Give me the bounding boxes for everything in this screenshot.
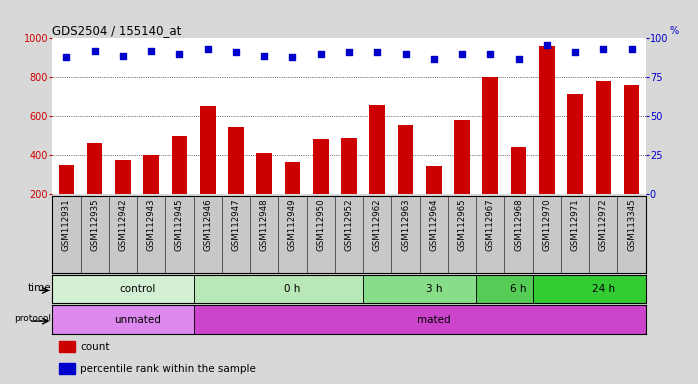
Point [541, 41, 552, 48]
Bar [172, 136, 187, 194]
Point [117, 53, 128, 59]
Point [400, 51, 411, 57]
Text: GSM112971: GSM112971 [570, 198, 579, 251]
Bar [313, 139, 329, 194]
Text: count: count [80, 341, 110, 352]
Text: GSM112965: GSM112965 [457, 198, 466, 251]
Point [287, 54, 298, 60]
Bar [200, 106, 216, 194]
Bar [59, 165, 74, 194]
Text: GDS2504 / 155140_at: GDS2504 / 155140_at [52, 24, 181, 37]
Point [626, 46, 637, 52]
Text: GSM112967: GSM112967 [486, 198, 495, 251]
Text: GSM112945: GSM112945 [175, 198, 184, 251]
Text: GSM112968: GSM112968 [514, 198, 523, 251]
Point [89, 48, 101, 54]
Text: GSM112943: GSM112943 [147, 198, 156, 251]
Point [61, 54, 72, 60]
Text: 0 h: 0 h [284, 284, 301, 294]
Text: protocol: protocol [14, 314, 52, 323]
Text: control: control [119, 284, 155, 294]
Bar [59, 363, 75, 374]
Bar [115, 160, 131, 194]
Text: GSM112963: GSM112963 [401, 198, 410, 251]
Bar [595, 81, 611, 194]
Bar [426, 166, 442, 194]
Bar [341, 137, 357, 194]
Bar [567, 94, 583, 194]
Text: percentile rank within the sample: percentile rank within the sample [80, 364, 256, 374]
Point [513, 56, 524, 62]
Text: GSM112948: GSM112948 [260, 198, 269, 251]
Bar [144, 155, 159, 194]
Text: GSM112931: GSM112931 [62, 198, 71, 251]
Text: unmated: unmated [114, 314, 161, 325]
Bar [511, 147, 526, 194]
Point [230, 49, 242, 55]
Point [484, 51, 496, 57]
Text: 6 h: 6 h [510, 284, 527, 294]
Text: GSM112947: GSM112947 [232, 198, 241, 251]
Bar [454, 120, 470, 194]
Point [146, 48, 157, 54]
Text: GSM112949: GSM112949 [288, 198, 297, 251]
Point [315, 51, 327, 57]
Text: time: time [28, 283, 52, 293]
Text: GSM112935: GSM112935 [90, 198, 99, 251]
Text: GSM112950: GSM112950 [316, 198, 325, 251]
Text: GSM112942: GSM112942 [119, 198, 128, 251]
Bar [256, 153, 272, 194]
Text: GSM112964: GSM112964 [429, 198, 438, 251]
Point [371, 49, 383, 55]
Bar [398, 125, 413, 194]
Bar [228, 127, 244, 194]
Text: GSM112946: GSM112946 [203, 198, 212, 251]
Point [174, 51, 185, 57]
Point [456, 51, 468, 57]
Bar [482, 77, 498, 194]
Point [343, 49, 355, 55]
Text: 3 h: 3 h [426, 284, 442, 294]
Text: mated: mated [417, 314, 451, 325]
Bar [285, 162, 300, 194]
FancyBboxPatch shape [52, 305, 193, 334]
Point [428, 56, 439, 62]
Text: %: % [670, 26, 679, 36]
Text: 24 h: 24 h [592, 284, 615, 294]
Text: GSM113345: GSM113345 [627, 198, 636, 251]
Bar [539, 46, 554, 194]
FancyBboxPatch shape [533, 275, 646, 303]
Bar [59, 341, 75, 352]
Text: GSM112972: GSM112972 [599, 198, 608, 251]
Text: GSM112952: GSM112952 [345, 198, 353, 251]
Point [259, 53, 270, 59]
Point [202, 46, 214, 52]
FancyBboxPatch shape [52, 275, 193, 303]
Text: GSM112962: GSM112962 [373, 198, 382, 251]
Point [570, 49, 581, 55]
FancyBboxPatch shape [193, 275, 363, 303]
FancyBboxPatch shape [193, 305, 646, 334]
Bar [369, 106, 385, 194]
FancyBboxPatch shape [476, 275, 533, 303]
FancyBboxPatch shape [363, 275, 476, 303]
Bar [87, 143, 103, 194]
Text: GSM112970: GSM112970 [542, 198, 551, 251]
Point [597, 46, 609, 52]
Bar [624, 85, 639, 194]
